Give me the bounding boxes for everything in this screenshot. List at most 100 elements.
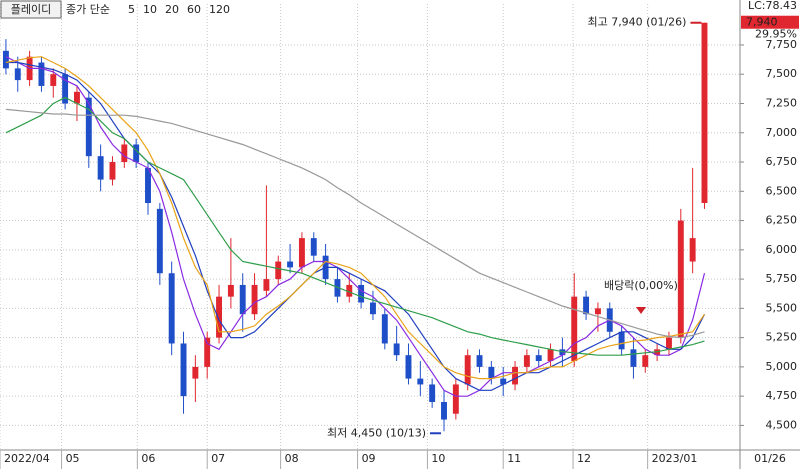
candle-body xyxy=(50,74,57,86)
candle-body xyxy=(275,261,282,280)
ma-line xyxy=(5,108,705,339)
candle-body xyxy=(227,284,234,297)
candle-body xyxy=(156,208,163,274)
candle-body xyxy=(121,144,128,163)
candle-body xyxy=(512,366,518,385)
candle-body xyxy=(14,68,21,81)
y-tick-label: 7,750 xyxy=(766,38,798,51)
candle-body xyxy=(476,355,483,367)
y-tick-label: 4,500 xyxy=(766,418,798,431)
candle-body xyxy=(571,296,578,362)
candle-body xyxy=(441,402,447,420)
candle-body xyxy=(97,156,104,180)
ma-label: 종가 단순 xyxy=(66,3,110,16)
candle-body xyxy=(488,366,495,379)
y-tick-label: 6,000 xyxy=(766,243,798,256)
y-tick-label: 4,750 xyxy=(766,389,798,402)
ma-line xyxy=(5,96,705,356)
candle-body xyxy=(370,302,376,315)
legend-entry: 5 xyxy=(128,3,135,16)
ma-line xyxy=(5,56,706,397)
x-tick-label: 07 xyxy=(211,452,225,465)
candle-body xyxy=(168,273,175,344)
legend-entry: 10 xyxy=(143,3,157,16)
legend-entry: 120 xyxy=(209,3,230,16)
candle-body xyxy=(298,238,305,268)
candle-body xyxy=(251,284,258,315)
candle-body xyxy=(642,355,649,367)
candle-body xyxy=(216,296,222,338)
event-label: 배당락(0,00%) xyxy=(604,279,678,292)
candle-body xyxy=(85,97,92,157)
x-tick-label: 05 xyxy=(66,452,80,465)
x-tick-label: 12 xyxy=(577,452,591,465)
change-label: 29.95% xyxy=(755,28,797,41)
event-arrow xyxy=(636,307,646,314)
y-tick-label: 5,250 xyxy=(766,331,798,344)
candle-body xyxy=(689,238,696,262)
candle-body xyxy=(417,378,424,385)
candle-body xyxy=(701,22,708,204)
candle-body xyxy=(145,167,151,204)
candle-body xyxy=(239,284,246,315)
x-tick-label: 06 xyxy=(141,452,155,465)
candle-body xyxy=(452,384,459,414)
candle-body xyxy=(393,343,400,356)
y-tick-label: 6,250 xyxy=(766,214,798,227)
candle-body xyxy=(535,355,542,362)
candle-body xyxy=(192,366,199,379)
candle-body xyxy=(618,331,625,350)
candle-body xyxy=(358,284,365,303)
plot xyxy=(0,4,740,450)
candle-body xyxy=(429,384,436,403)
x-tick-label: 2022/04 xyxy=(4,452,50,465)
candle-body xyxy=(38,62,45,86)
y-tick-label: 7,500 xyxy=(766,67,798,80)
candle-body xyxy=(133,144,140,163)
y-tick-label: 5,750 xyxy=(766,272,798,285)
candle-body xyxy=(204,337,211,367)
x-tick-label: 10 xyxy=(431,452,445,465)
legend-entry: 20 xyxy=(165,3,179,16)
y-tick-label: 7,250 xyxy=(766,97,798,110)
x-tick-label: 09 xyxy=(362,452,376,465)
y-tick-label: 7,000 xyxy=(766,126,798,139)
candle-body xyxy=(2,50,9,69)
candle-body xyxy=(630,349,637,367)
stock-box xyxy=(0,0,62,19)
candle-body xyxy=(523,355,530,367)
candle-body xyxy=(677,220,684,338)
y-tick-label: 6,500 xyxy=(766,184,798,197)
candle-body xyxy=(464,355,471,385)
candle-body xyxy=(594,308,601,315)
ma-line xyxy=(5,61,706,391)
candle-body xyxy=(310,238,317,256)
price-tag-label: 7,940 xyxy=(746,16,778,29)
x-tick-label: 2023/01 xyxy=(652,452,698,465)
x-end-label: 01/26 xyxy=(754,452,786,465)
candle-body xyxy=(405,355,412,379)
legend-entry: 60 xyxy=(187,3,201,16)
candle-body xyxy=(381,314,388,344)
candle-body xyxy=(180,343,187,397)
stock-name: 플레이디 xyxy=(11,3,51,16)
price-tag xyxy=(741,15,799,29)
candle-body xyxy=(74,91,80,104)
x-tick-label: 08 xyxy=(285,452,299,465)
candle-body xyxy=(547,349,554,362)
y-tick-label: 5,000 xyxy=(766,360,798,373)
candle-body xyxy=(109,162,116,180)
lc-label: LC:78.43 xyxy=(748,0,797,12)
candle-body xyxy=(583,296,590,315)
candle-body xyxy=(62,74,69,104)
y-tick-label: 5,500 xyxy=(766,301,798,314)
candle-body xyxy=(346,284,353,297)
candle-body xyxy=(263,279,270,291)
low-label: 최저 4,450 (10/13) xyxy=(327,426,426,439)
candle-body xyxy=(666,337,672,350)
legend: 플레이디 종가 단순 5 10 20 60 120 xyxy=(0,0,230,19)
y-tick-label: 6,750 xyxy=(766,155,798,168)
candle-body xyxy=(500,378,507,385)
